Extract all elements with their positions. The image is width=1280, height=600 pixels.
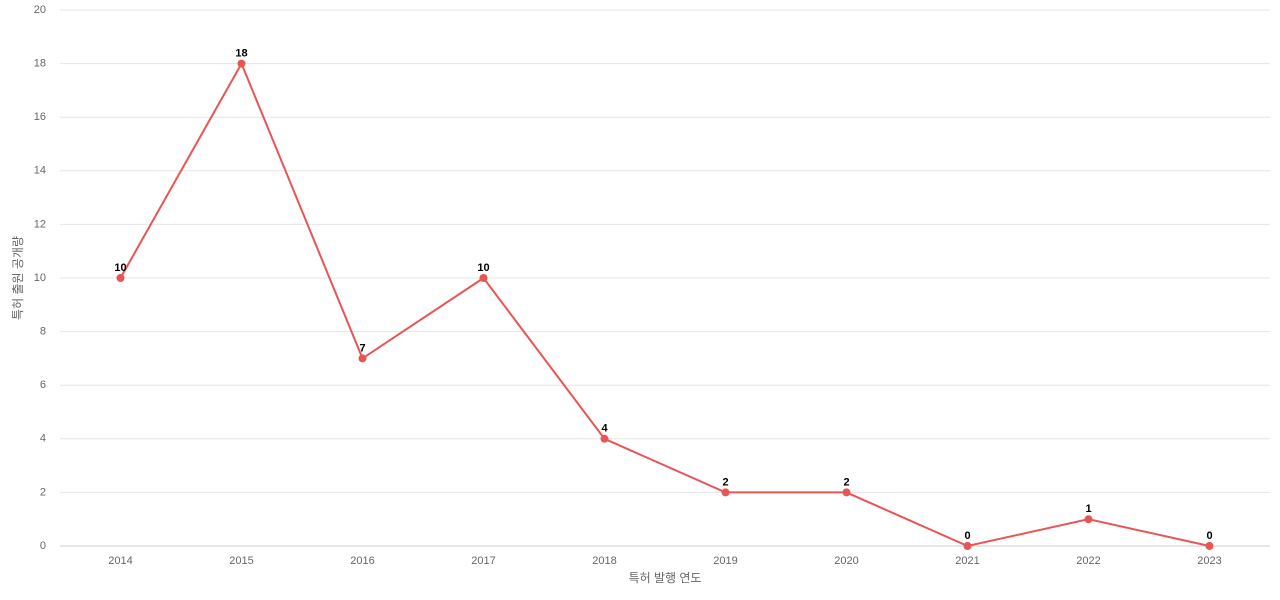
- data-label: 2: [722, 476, 728, 488]
- x-tick-label: 2018: [592, 555, 616, 567]
- y-tick-label: 12: [34, 218, 46, 230]
- point: [358, 354, 367, 363]
- line: [119, 61, 1210, 548]
- x-tick-label: 2016: [350, 555, 374, 567]
- point: [721, 488, 730, 497]
- data-label: 1: [1085, 503, 1091, 515]
- point: [237, 59, 246, 68]
- x-tick-label: 2020: [834, 555, 858, 567]
- y-tick-label: 20: [34, 4, 46, 16]
- x-axis-title: 특허 발행 연도: [629, 570, 702, 585]
- x-tick-label: 2017: [471, 555, 495, 567]
- y-tick-label: 2: [40, 486, 46, 498]
- data-label: 0: [1206, 530, 1212, 542]
- x-tick-label: 2021: [955, 555, 979, 567]
- data-label: 2: [843, 476, 849, 488]
- point: [842, 488, 851, 497]
- y-tick-label: 10: [34, 272, 46, 284]
- y-tick-label: 0: [40, 540, 46, 552]
- data-label: 10: [477, 262, 489, 274]
- point: [600, 434, 609, 443]
- point: [479, 274, 488, 282]
- x-tick-label: 2015: [229, 555, 253, 567]
- x-tick-label: 2014: [108, 555, 132, 567]
- point: [1205, 542, 1214, 550]
- data-label: 4: [601, 423, 608, 435]
- y-tick-label: 16: [34, 111, 46, 123]
- x-tick-label: 2023: [1197, 555, 1221, 567]
- point: [1084, 515, 1093, 524]
- y-tick-label: 4: [40, 433, 46, 445]
- point: [116, 274, 125, 282]
- data-label: 0: [964, 530, 970, 542]
- point: [963, 542, 972, 550]
- x-tick-label: 2019: [713, 555, 737, 567]
- x-tick-label: 2022: [1076, 555, 1100, 567]
- y-tick-label: 6: [40, 379, 46, 391]
- y-tick-label: 8: [40, 326, 46, 338]
- data-label: 10: [114, 262, 126, 274]
- data-label: 7: [359, 342, 365, 354]
- data-label: 18: [235, 48, 247, 60]
- y-tick-label: 14: [34, 165, 46, 177]
- y-axis-title: 특허 출원 공개량: [11, 236, 25, 320]
- y-tick-label: 18: [34, 58, 46, 70]
